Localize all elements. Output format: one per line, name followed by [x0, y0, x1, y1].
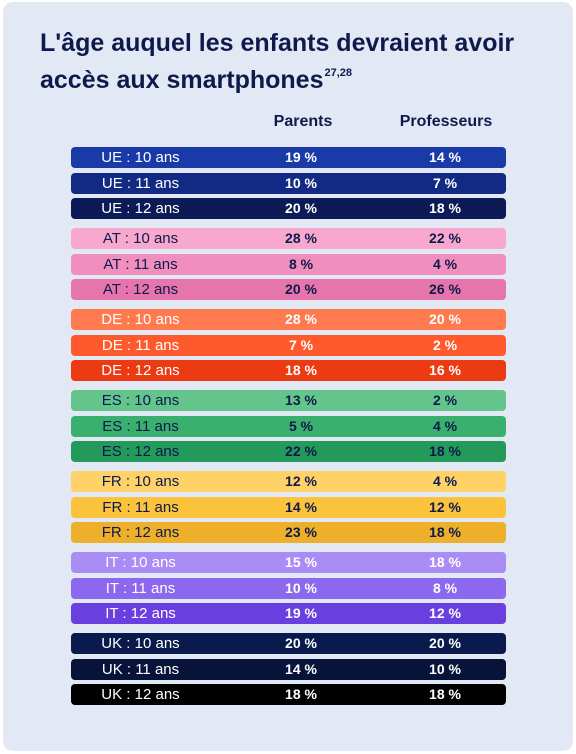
row-label: IT : 12 ans [105, 605, 176, 622]
value-parents: 18 % [285, 686, 317, 702]
row-label: AT : 11 ans [103, 255, 178, 273]
value-parents: 12 % [285, 473, 317, 489]
value-professeurs: 18 % [429, 443, 461, 459]
value-professeurs: 2 % [432, 392, 458, 408]
value-parents: 10 % [285, 174, 317, 191]
table-row: FR : 10 ans 12 % 4 % [71, 471, 506, 492]
row-label: FR : 10 ans [101, 473, 180, 490]
table-row: UK : 10 ans 20 % 20 % [71, 633, 506, 654]
value-professeurs: 18 % [429, 686, 461, 702]
table-row: AT : 11 ans 8 % 4 % [71, 253, 506, 275]
value-professeurs: 12 % [429, 498, 461, 515]
table-row: ES : 10 ans 13 % 2 % [71, 390, 506, 411]
value-professeurs: 8 % [432, 579, 458, 596]
value-parents: 13 % [285, 392, 317, 408]
value-professeurs: 12 % [429, 605, 461, 621]
row-label: AT : 12 ans [102, 281, 179, 298]
row-label: UE : 11 ans [101, 174, 180, 192]
row-label: FR : 12 ans [101, 524, 180, 541]
row-label: ES : 10 ans [101, 392, 180, 409]
value-professeurs: 2 % [432, 336, 458, 353]
row-label: AT : 10 ans [102, 230, 179, 247]
table-row: IT : 12 ans 19 % 12 % [71, 603, 506, 624]
row-label: IT : 11 ans [105, 579, 176, 597]
table-row: FR : 12 ans 23 % 18 % [71, 522, 506, 543]
value-parents: 19 % [285, 605, 317, 621]
table-row: DE : 12 ans 18 % 16 % [71, 360, 506, 381]
table-row: DE : 11 ans 7 % 2 % [71, 334, 506, 356]
table-row: ES : 11 ans 5 % 4 % [71, 415, 506, 437]
column-header-professeurs: Professeurs [399, 113, 493, 130]
row-label: ES : 11 ans [102, 417, 179, 435]
value-professeurs: 22 % [429, 230, 461, 246]
value-professeurs: 18 % [429, 554, 461, 570]
table-row: FR : 11 ans 14 % 12 % [71, 496, 506, 518]
row-label: DE : 12 ans [101, 362, 180, 379]
value-parents: 14 % [285, 498, 317, 515]
row-label: UK : 10 ans [101, 635, 180, 652]
value-parents: 20 % [285, 281, 317, 297]
chart-title-text: L'âge auquel les enfants devraient avoir… [40, 29, 515, 94]
table-row: IT : 10 ans 15 % 18 % [71, 552, 506, 573]
table-row: AT : 10 ans 28 % 22 % [71, 228, 506, 249]
table-row: AT : 12 ans 20 % 26 % [71, 279, 506, 300]
value-professeurs: 10 % [429, 660, 461, 677]
table-row: UE : 12 ans 20 % 18 % [71, 198, 506, 219]
value-parents: 28 % [285, 230, 317, 246]
table-row: DE : 10 ans 28 % 20 % [71, 309, 506, 330]
row-label: UK : 12 ans [101, 686, 180, 703]
value-professeurs: 4 % [432, 417, 458, 434]
value-professeurs: 18 % [429, 200, 461, 216]
value-parents: 8 % [288, 255, 314, 272]
column-header-parents: Parents [273, 113, 333, 130]
title-footnote-ref: 27,28 [324, 67, 353, 79]
value-professeurs: 26 % [429, 281, 461, 297]
row-label: DE : 10 ans [101, 311, 180, 328]
value-professeurs: 7 % [432, 174, 458, 191]
row-label: DE : 11 ans [101, 336, 180, 354]
value-parents: 5 % [288, 417, 314, 434]
value-parents: 23 % [285, 524, 317, 540]
table-row: IT : 11 ans 10 % 8 % [71, 577, 506, 599]
value-parents: 14 % [285, 660, 317, 677]
value-parents: 28 % [285, 311, 317, 327]
row-label: UE : 12 ans [101, 200, 180, 217]
table-row: UE : 10 ans 19 % 14 % [71, 147, 506, 168]
value-professeurs: 16 % [429, 362, 461, 378]
value-parents: 15 % [285, 554, 317, 570]
value-parents: 18 % [285, 362, 317, 378]
row-label: UK : 11 ans [101, 660, 180, 678]
row-label: FR : 11 ans [102, 498, 179, 516]
table-row: UK : 11 ans 14 % 10 % [71, 658, 506, 680]
row-label: ES : 12 ans [101, 443, 180, 460]
value-parents: 19 % [285, 149, 317, 165]
value-parents: 20 % [285, 635, 317, 651]
chart-title: L'âge auquel les enfants devraient avoir… [40, 28, 560, 95]
value-professeurs: 4 % [432, 473, 458, 489]
value-parents: 7 % [288, 336, 314, 353]
value-professeurs: 18 % [429, 524, 461, 540]
table-row: UE : 11 ans 10 % 7 % [71, 172, 506, 194]
value-parents: 22 % [285, 443, 317, 459]
value-professeurs: 20 % [429, 311, 461, 327]
table-row: UK : 12 ans 18 % 18 % [71, 684, 506, 705]
value-professeurs: 4 % [432, 255, 458, 272]
value-parents: 10 % [285, 579, 317, 596]
value-professeurs: 20 % [429, 635, 461, 651]
value-professeurs: 14 % [429, 149, 461, 165]
value-parents: 20 % [285, 200, 317, 216]
row-label: IT : 10 ans [105, 554, 176, 571]
table-row: ES : 12 ans 22 % 18 % [71, 441, 506, 462]
row-label: UE : 10 ans [101, 149, 180, 166]
